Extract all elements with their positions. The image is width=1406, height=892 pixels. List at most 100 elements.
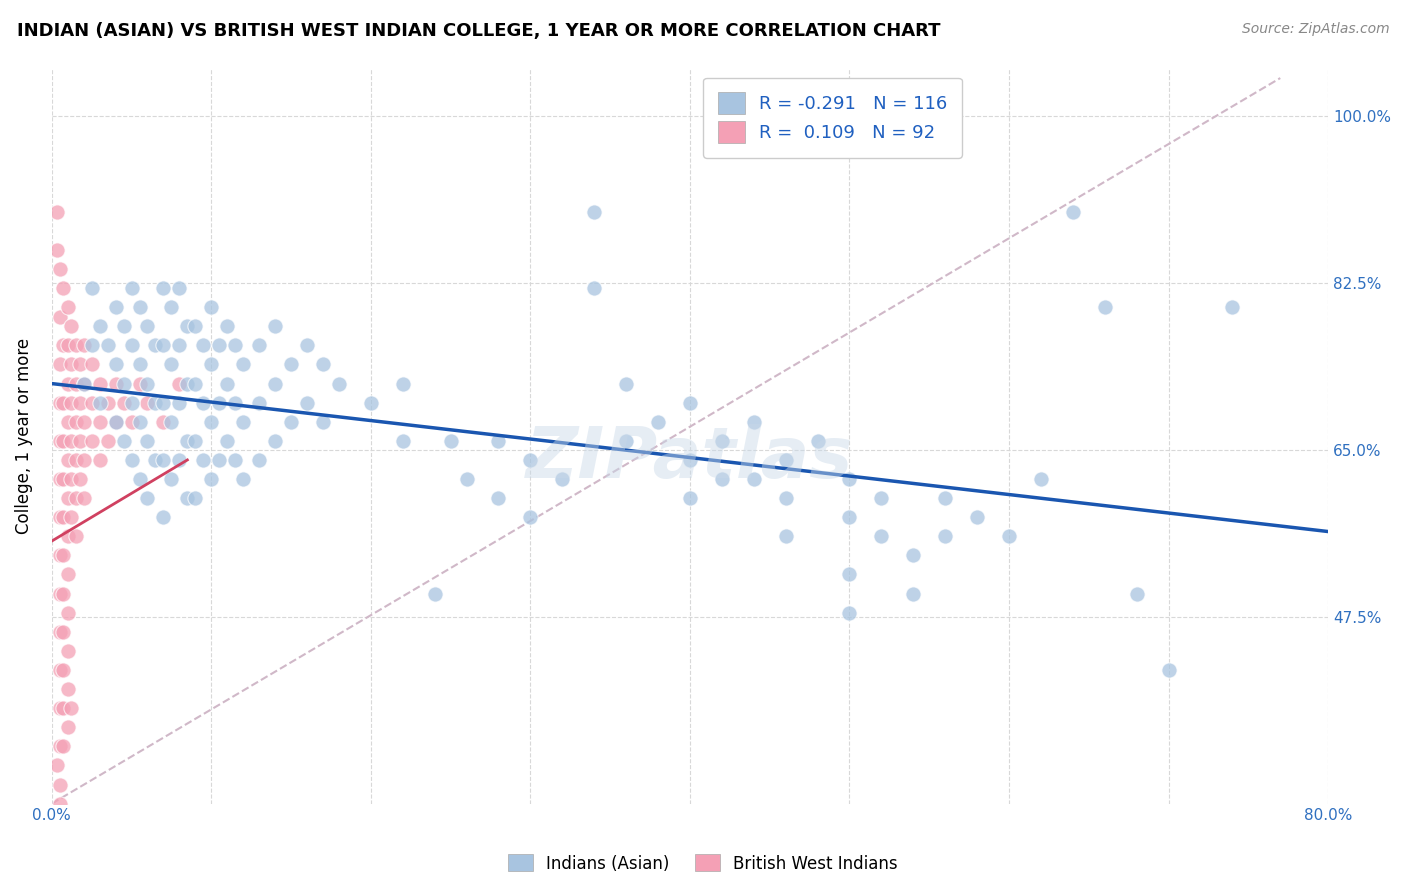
Point: [89, 415, 111, 429]
Point: [169, 338, 191, 352]
Point: [423, 586, 446, 600]
Point: [80, 358, 103, 372]
Point: [104, 415, 127, 429]
Point: [52, 586, 75, 600]
Point: [152, 415, 174, 429]
Point: [59, 510, 82, 524]
Point: [152, 453, 174, 467]
Point: [232, 415, 254, 429]
Point: [45, 758, 67, 772]
Point: [160, 472, 183, 486]
Point: [742, 472, 765, 486]
Point: [136, 319, 159, 334]
Point: [128, 472, 150, 486]
Point: [456, 472, 478, 486]
Point: [1094, 300, 1116, 314]
Text: ZIPatlas: ZIPatlas: [526, 424, 853, 492]
Point: [56, 567, 79, 582]
Point: [1125, 586, 1147, 600]
Legend: Indians (Asian), British West Indians: Indians (Asian), British West Indians: [502, 847, 904, 880]
Point: [56, 644, 79, 658]
Point: [806, 434, 828, 448]
Point: [870, 529, 893, 543]
Point: [121, 415, 143, 429]
Point: [73, 453, 96, 467]
Point: [200, 358, 222, 372]
Point: [56, 300, 79, 314]
Point: [80, 338, 103, 352]
Point: [838, 606, 860, 620]
Point: [52, 663, 75, 677]
Point: [217, 376, 239, 391]
Point: [59, 472, 82, 486]
Point: [280, 358, 302, 372]
Point: [934, 491, 956, 505]
Point: [97, 434, 120, 448]
Point: [217, 319, 239, 334]
Point: [519, 510, 541, 524]
Point: [679, 491, 702, 505]
Point: [391, 434, 413, 448]
Point: [80, 434, 103, 448]
Point: [69, 358, 91, 372]
Point: [152, 338, 174, 352]
Text: Source: ZipAtlas.com: Source: ZipAtlas.com: [1241, 22, 1389, 37]
Point: [488, 491, 510, 505]
Point: [121, 338, 143, 352]
Point: [73, 491, 96, 505]
Point: [65, 415, 87, 429]
Point: [519, 453, 541, 467]
Point: [264, 434, 287, 448]
Point: [56, 338, 79, 352]
Point: [48, 472, 70, 486]
Point: [56, 720, 79, 734]
Point: [160, 300, 183, 314]
Point: [647, 415, 669, 429]
Point: [1222, 300, 1244, 314]
Point: [264, 319, 287, 334]
Point: [48, 549, 70, 563]
Point: [48, 586, 70, 600]
Point: [145, 395, 167, 409]
Point: [89, 453, 111, 467]
Point: [48, 797, 70, 811]
Point: [52, 472, 75, 486]
Point: [184, 319, 207, 334]
Point: [48, 395, 70, 409]
Point: [169, 376, 191, 391]
Point: [56, 681, 79, 696]
Point: [48, 663, 70, 677]
Point: [128, 415, 150, 429]
Point: [1157, 663, 1180, 677]
Point: [200, 415, 222, 429]
Point: [52, 510, 75, 524]
Point: [59, 434, 82, 448]
Point: [264, 376, 287, 391]
Point: [295, 395, 318, 409]
Point: [903, 586, 925, 600]
Point: [295, 338, 318, 352]
Point: [48, 778, 70, 792]
Point: [128, 376, 150, 391]
Point: [224, 453, 246, 467]
Point: [328, 376, 350, 391]
Point: [65, 453, 87, 467]
Point: [224, 395, 246, 409]
Point: [65, 491, 87, 505]
Point: [52, 395, 75, 409]
Point: [89, 395, 111, 409]
Point: [838, 472, 860, 486]
Legend: R = -0.291   N = 116, R =  0.109   N = 92: R = -0.291 N = 116, R = 0.109 N = 92: [703, 78, 962, 158]
Point: [934, 529, 956, 543]
Point: [69, 472, 91, 486]
Point: [208, 453, 231, 467]
Point: [208, 395, 231, 409]
Point: [97, 338, 120, 352]
Point: [247, 338, 270, 352]
Point: [775, 453, 797, 467]
Point: [184, 376, 207, 391]
Point: [160, 358, 183, 372]
Point: [152, 395, 174, 409]
Point: [73, 415, 96, 429]
Point: [136, 376, 159, 391]
